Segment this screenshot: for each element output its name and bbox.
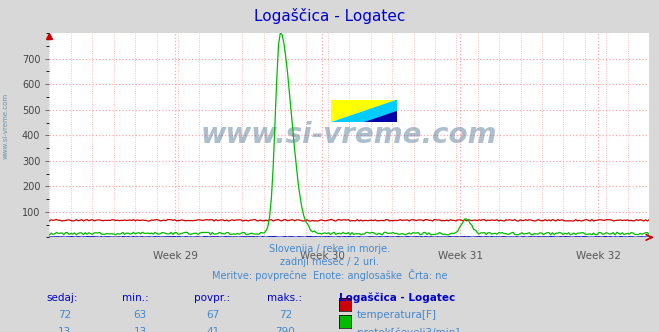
Text: sedaj:: sedaj: [46,293,78,303]
Polygon shape [331,111,397,122]
Text: www.si-vreme.com: www.si-vreme.com [201,121,498,149]
Text: Logaščica - Logatec: Logaščica - Logatec [254,8,405,24]
Text: 63: 63 [134,310,147,320]
Polygon shape [331,100,397,122]
Text: 13: 13 [58,327,71,332]
Text: Logaščica - Logatec: Logaščica - Logatec [339,293,455,303]
Text: min.:: min.: [122,293,149,303]
Text: 13: 13 [134,327,147,332]
Text: 72: 72 [279,310,292,320]
Text: 67: 67 [206,310,219,320]
Text: Week 29: Week 29 [153,251,198,261]
Text: Week 32: Week 32 [576,251,621,261]
Text: pretok[čevelj3/min]: pretok[čevelj3/min] [357,327,459,332]
Text: 41: 41 [206,327,219,332]
Text: maks.:: maks.: [267,293,302,303]
Text: temperatura[F]: temperatura[F] [357,310,436,320]
Text: 790: 790 [275,327,295,332]
Text: povpr.:: povpr.: [194,293,231,303]
Text: Week 31: Week 31 [438,251,482,261]
Text: 72: 72 [58,310,71,320]
Text: Slovenija / reke in morje.: Slovenija / reke in morje. [269,244,390,254]
Polygon shape [331,100,397,122]
Text: zadnji mesec / 2 uri.: zadnji mesec / 2 uri. [280,257,379,267]
Text: Week 30: Week 30 [300,251,345,261]
Text: www.si-vreme.com: www.si-vreme.com [2,93,9,159]
Text: Meritve: povprečne  Enote: anglosaške  Črta: ne: Meritve: povprečne Enote: anglosaške Črt… [212,269,447,281]
